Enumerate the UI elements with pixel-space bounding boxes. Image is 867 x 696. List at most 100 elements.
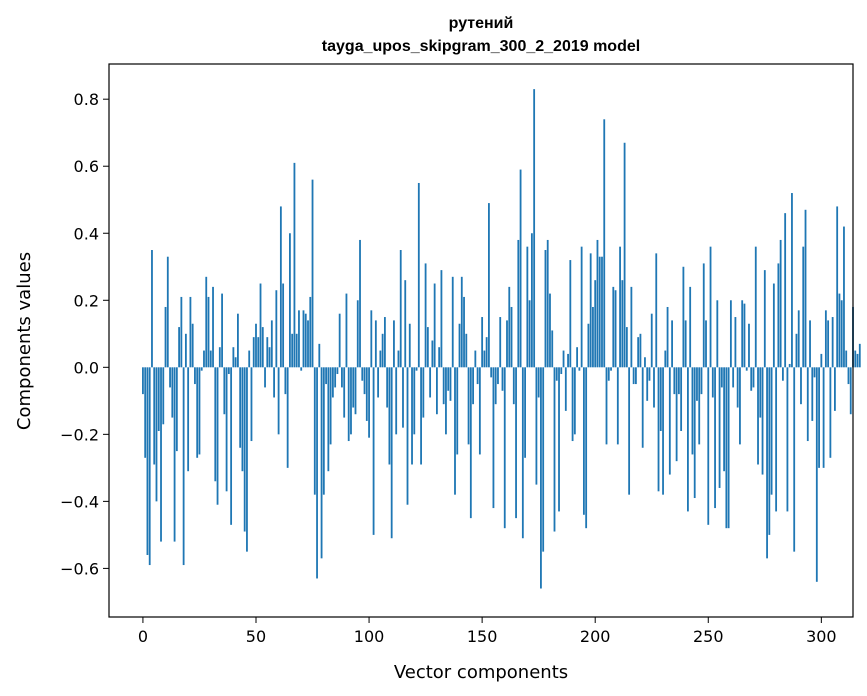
- bar-171: [528, 300, 531, 368]
- x-tick-label: 50: [246, 627, 266, 646]
- bar-279: [772, 283, 775, 368]
- bar-209: [614, 290, 617, 368]
- y-tick-label: 0.8: [74, 90, 99, 109]
- bar-273: [759, 367, 762, 418]
- bar-245: [696, 367, 698, 401]
- bar-116: [404, 280, 407, 368]
- bar-210: [616, 367, 619, 445]
- bar-3: [148, 367, 151, 566]
- bar-248: [702, 263, 705, 368]
- bar-140: [458, 323, 461, 368]
- bar-278: [770, 367, 773, 495]
- bar-57: [270, 320, 273, 368]
- bar-102: [372, 367, 375, 535]
- bar-125: [424, 263, 427, 368]
- bar-206: [607, 367, 610, 381]
- bar-159: [501, 367, 504, 391]
- bar-85: [334, 367, 337, 388]
- bar-272: [757, 367, 759, 465]
- bar-266: [743, 303, 746, 368]
- bar-4: [151, 250, 153, 368]
- bar-141: [460, 276, 463, 368]
- bar-8: [160, 367, 162, 542]
- bar-197: [587, 323, 590, 368]
- bar-294: [806, 367, 809, 442]
- bar-5: [153, 367, 156, 465]
- bar-198: [589, 253, 592, 368]
- bar-299: [818, 367, 820, 468]
- bar-54: [264, 367, 266, 388]
- bar-151: [483, 350, 486, 368]
- bar-53: [261, 327, 264, 368]
- bar-161: [506, 320, 508, 368]
- bar-20: [187, 367, 190, 472]
- bar-27: [203, 350, 205, 368]
- bar-190: [571, 367, 574, 442]
- bar-224: [648, 367, 651, 381]
- bar-26: [200, 367, 203, 371]
- bar-281: [777, 263, 780, 368]
- bar-66: [291, 333, 294, 368]
- bar-219: [637, 337, 640, 368]
- bar-94: [354, 367, 357, 415]
- bar-180: [549, 293, 551, 368]
- bar-252: [711, 367, 714, 398]
- bar-136: [449, 367, 452, 401]
- bar-285: [786, 367, 789, 512]
- bar-244: [693, 367, 696, 499]
- bar-88: [341, 367, 343, 388]
- bar-270: [752, 367, 755, 388]
- bar-39: [230, 367, 233, 525]
- bar-108: [386, 367, 389, 408]
- bar-222: [644, 357, 646, 368]
- bar-79: [320, 367, 323, 559]
- bar-89: [343, 367, 346, 418]
- bar-223: [646, 367, 649, 401]
- bar-247: [700, 367, 703, 395]
- bar-179: [546, 239, 549, 368]
- bar-166: [517, 239, 520, 368]
- x-tick-label: 200: [580, 627, 611, 646]
- bar-189: [569, 260, 572, 368]
- bar-288: [793, 367, 796, 552]
- bar-47: [248, 350, 251, 368]
- bar-138: [454, 367, 456, 495]
- y-axis-label: Components values: [14, 252, 35, 430]
- bar-157: [497, 367, 499, 385]
- bar-199: [592, 306, 594, 368]
- bar-254: [716, 300, 719, 368]
- bar-111: [393, 320, 395, 368]
- bar-164: [512, 367, 515, 405]
- bar-92: [350, 367, 352, 435]
- bar-243: [691, 367, 694, 455]
- bar-302: [824, 310, 827, 368]
- bar-70: [300, 367, 303, 371]
- bar-106: [381, 333, 384, 368]
- bar-233: [668, 367, 671, 475]
- bar-43: [239, 367, 242, 448]
- bar-234: [671, 320, 673, 368]
- bar-10: [164, 306, 167, 368]
- bar-15: [175, 367, 178, 452]
- bar-1: [144, 367, 147, 458]
- bar-152: [485, 337, 488, 368]
- bar-208: [612, 286, 615, 368]
- bar-13: [171, 367, 174, 418]
- bar-177: [542, 367, 545, 552]
- bar-211: [619, 246, 621, 368]
- bar-143: [465, 333, 468, 368]
- bar-298: [815, 367, 818, 582]
- x-axis-ticks: 0 50 100 150 200 250 300: [138, 617, 837, 646]
- bar-49: [252, 337, 255, 368]
- bar-144: [467, 367, 470, 445]
- bar-155: [492, 367, 495, 509]
- bar-218: [635, 367, 637, 385]
- bar-145: [469, 367, 472, 519]
- bar-30: [209, 350, 212, 368]
- bar-59: [275, 290, 278, 368]
- chart-subtitle: tayga_upos_skipgram_300_2_2019 model: [322, 38, 640, 55]
- bar-96: [359, 239, 361, 368]
- bar-107: [383, 317, 386, 368]
- bar-182: [553, 367, 556, 532]
- bar-260: [729, 300, 732, 368]
